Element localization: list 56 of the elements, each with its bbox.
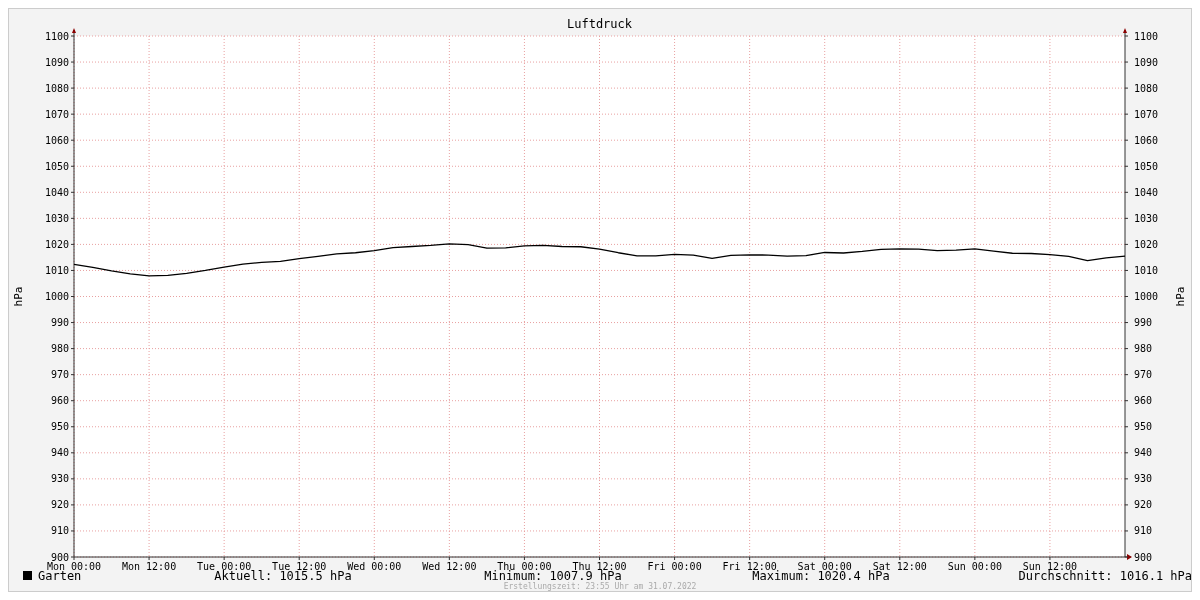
y2-axis-title: hPa xyxy=(1174,286,1187,307)
x-tick-label: Wed 00:00 xyxy=(347,561,402,572)
y2-tick-label: 930 xyxy=(1134,473,1153,485)
y-tick-label: 950 xyxy=(50,421,69,433)
y-tick-label: 1020 xyxy=(44,238,69,250)
y-tick-label: 990 xyxy=(50,317,69,329)
y-tick-label: 1060 xyxy=(44,134,69,146)
line-series xyxy=(73,243,1126,277)
x-tick-label: Wed 12:00 xyxy=(422,561,477,572)
y-tick-label: 1010 xyxy=(44,264,69,276)
x-tick-label: Tue 12:00 xyxy=(272,561,327,572)
y2-tick-label: 1040 xyxy=(1134,186,1159,198)
y2-tick-label: 980 xyxy=(1134,343,1153,355)
y2-tick-label: 1050 xyxy=(1134,160,1159,172)
x-tick-label: Sun 00:00 xyxy=(947,561,1002,572)
y-tick-label: 1090 xyxy=(44,56,69,68)
y-tick-label: 930 xyxy=(50,473,69,485)
y2-tick-label: 950 xyxy=(1134,421,1153,433)
y-tick-label: 1030 xyxy=(44,212,69,224)
y-tick-label: 1050 xyxy=(44,160,69,172)
y2-tick-label: 1020 xyxy=(1134,238,1159,250)
y-tick-label: 980 xyxy=(50,343,69,355)
x-tick-label: Fri 00:00 xyxy=(647,561,702,572)
y2-tick-label: 1070 xyxy=(1134,108,1159,120)
x-tick-label: Sat 00:00 xyxy=(797,561,852,572)
y-tick-label: 920 xyxy=(50,499,69,511)
y-tick-label: 960 xyxy=(50,395,69,407)
y2-tick-label: 1090 xyxy=(1134,56,1159,68)
y2-tick-label: 970 xyxy=(1134,369,1153,381)
y2-tick-label: 960 xyxy=(1134,395,1153,407)
y2-tick-label: 940 xyxy=(1134,447,1153,459)
y2-tick-label: 1080 xyxy=(1134,82,1159,94)
legend-label: Garten xyxy=(38,569,82,583)
y2-tick-label: 990 xyxy=(1134,317,1153,329)
y-tick-label: 910 xyxy=(50,525,69,537)
y-tick-label: 1040 xyxy=(44,186,69,198)
text: Erstellungszeit: 23:55 Uhr am 31.07.2022 xyxy=(503,582,697,591)
y-tick-label: 940 xyxy=(50,447,69,459)
y2-tick-label: 1000 xyxy=(1134,291,1159,302)
x-tick-label: Mon 00:00 xyxy=(46,561,102,572)
y2-tick-label: 1010 xyxy=(1134,264,1159,276)
y-axis-title: hPa xyxy=(12,286,25,307)
x-tick-label: Mon 12:00 xyxy=(121,561,177,572)
y2-tick-label: 1100 xyxy=(1134,30,1159,42)
y-tick-label: 1070 xyxy=(44,108,69,120)
y2-tick-label: 1030 xyxy=(1134,212,1159,224)
y-tick-label: 1080 xyxy=(44,82,69,94)
y-tick-label: 970 xyxy=(50,369,69,381)
y-tick-label: 1100 xyxy=(44,30,69,42)
y2-tick-label: 1060 xyxy=(1134,134,1159,146)
chart-title: Luftdruck xyxy=(566,17,633,31)
y2-tick-label: 920 xyxy=(1134,499,1153,511)
y2-tick-label: 900 xyxy=(1134,551,1153,563)
y-tick-label: 1000 xyxy=(44,291,69,302)
y-tick-label: 900 xyxy=(50,551,69,563)
y2-tick-label: 910 xyxy=(1134,525,1153,537)
